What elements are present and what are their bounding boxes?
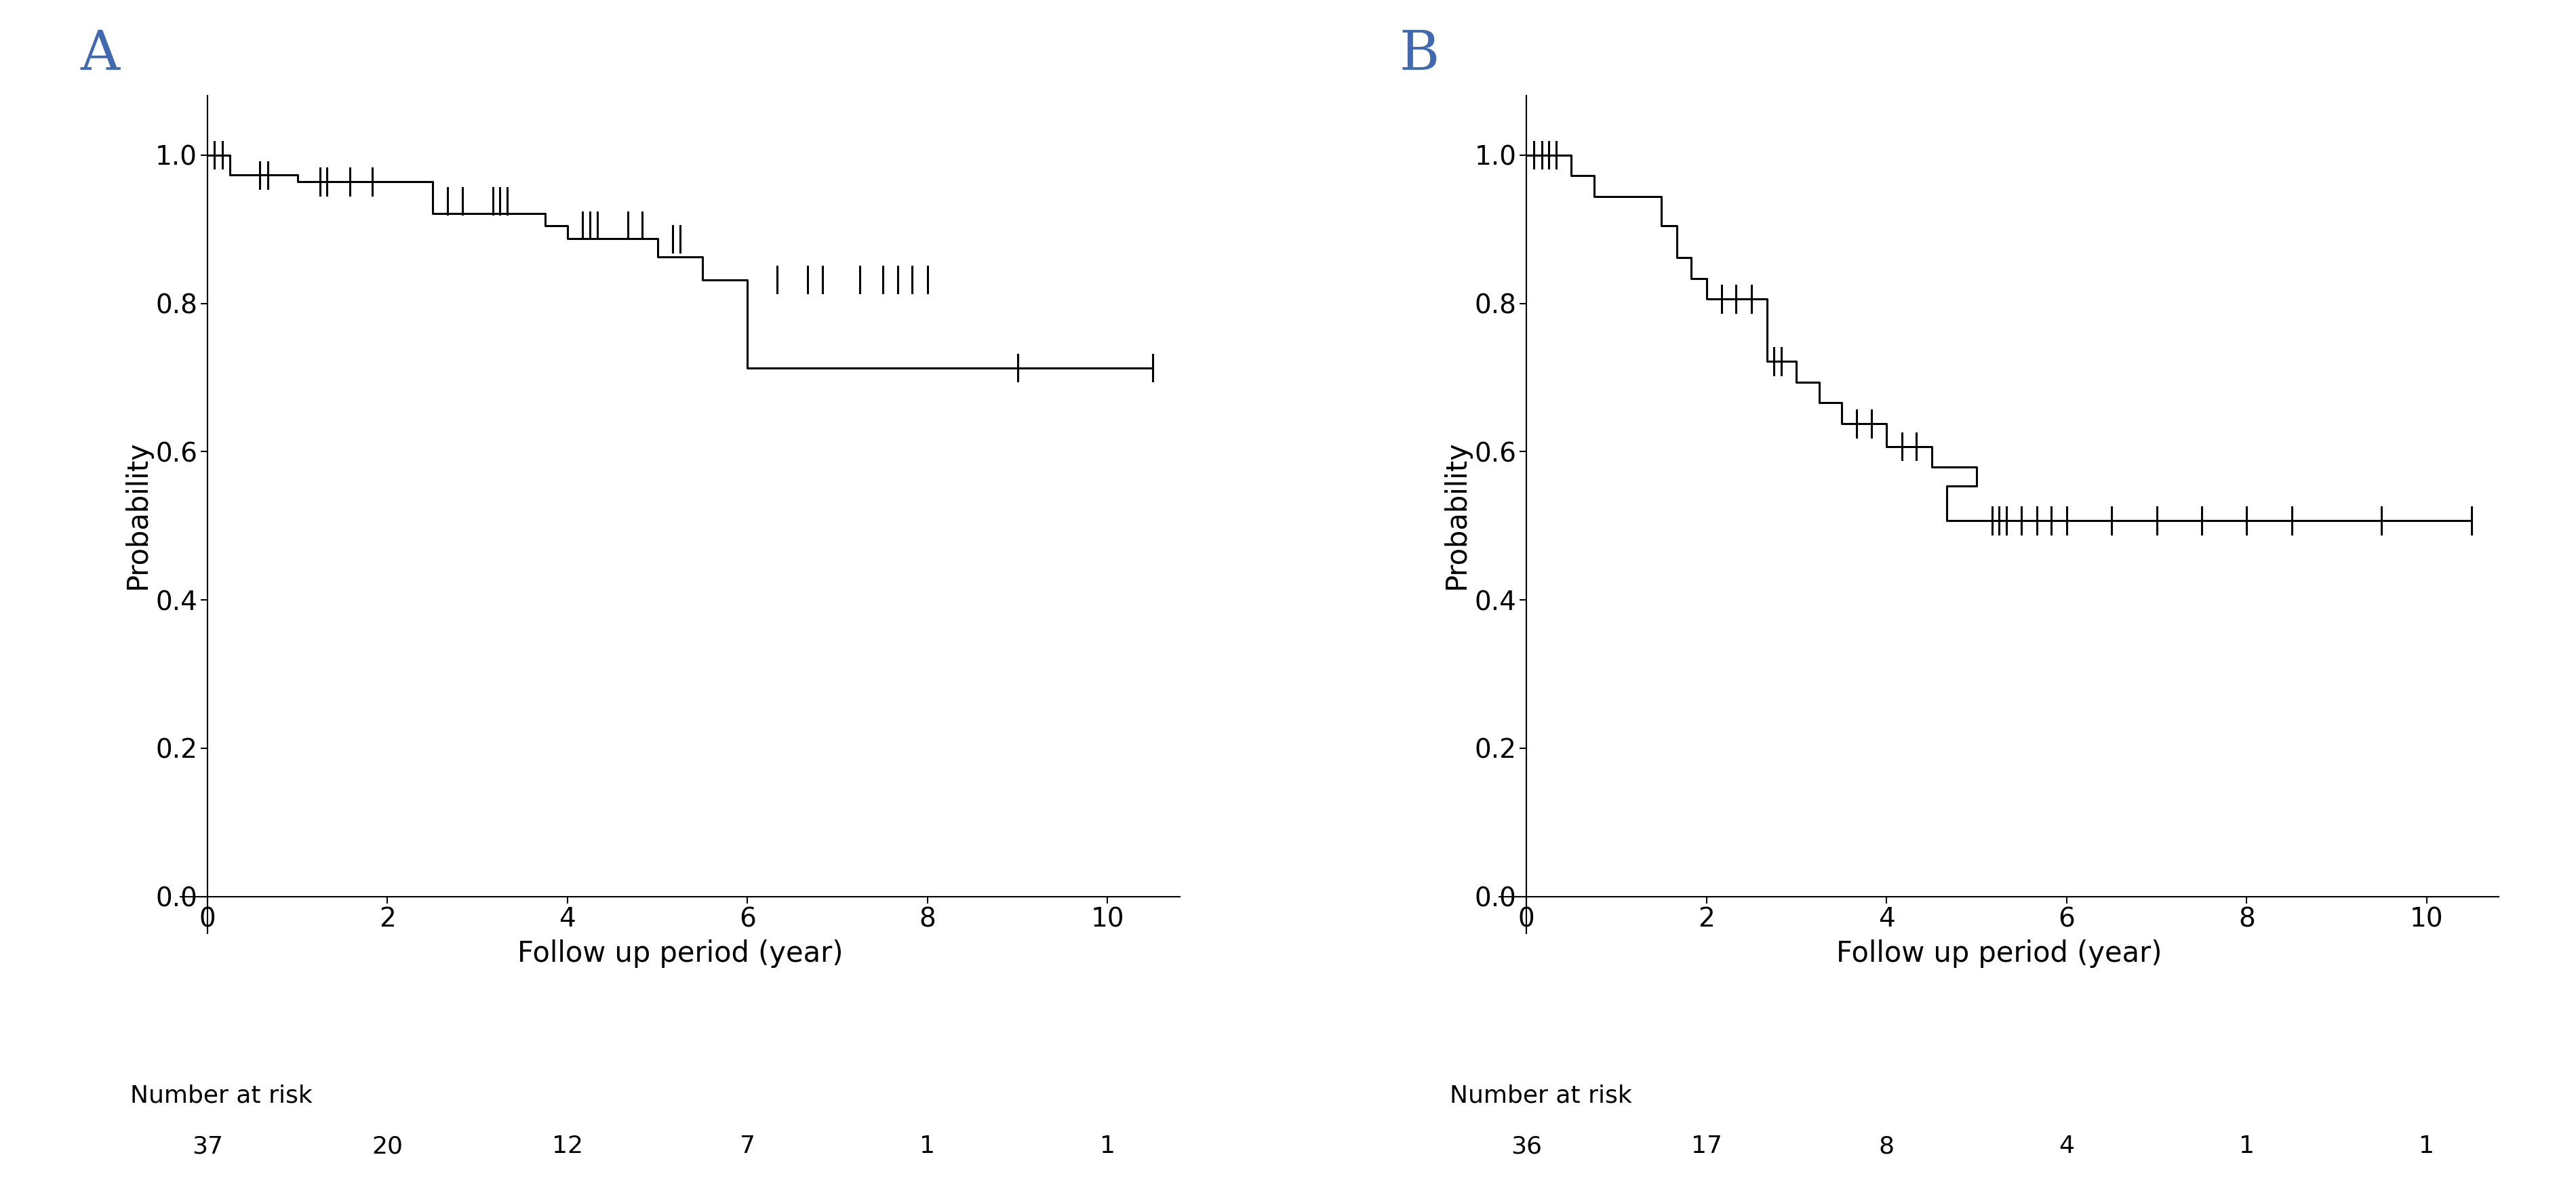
Text: 20: 20	[371, 1135, 402, 1157]
Text: 36: 36	[1510, 1135, 1543, 1157]
Text: 7: 7	[739, 1135, 755, 1157]
Text: 4: 4	[2058, 1135, 2074, 1157]
Y-axis label: Probability: Probability	[124, 440, 152, 589]
Text: 17: 17	[1690, 1135, 1723, 1157]
Text: 37: 37	[191, 1135, 224, 1157]
Text: B: B	[1399, 29, 1440, 81]
X-axis label: Follow up period (year): Follow up period (year)	[518, 940, 842, 968]
Text: 12: 12	[551, 1135, 582, 1157]
X-axis label: Follow up period (year): Follow up period (year)	[1837, 940, 2161, 968]
Text: A: A	[80, 29, 121, 81]
Y-axis label: Probability: Probability	[1443, 440, 1471, 589]
Text: 1: 1	[2239, 1135, 2254, 1157]
Text: 1: 1	[2419, 1135, 2434, 1157]
Text: 1: 1	[1100, 1135, 1115, 1157]
Text: 1: 1	[920, 1135, 935, 1157]
Text: Number at risk: Number at risk	[131, 1084, 312, 1107]
Text: 8: 8	[1878, 1135, 1893, 1157]
Text: Number at risk: Number at risk	[1450, 1084, 1631, 1107]
